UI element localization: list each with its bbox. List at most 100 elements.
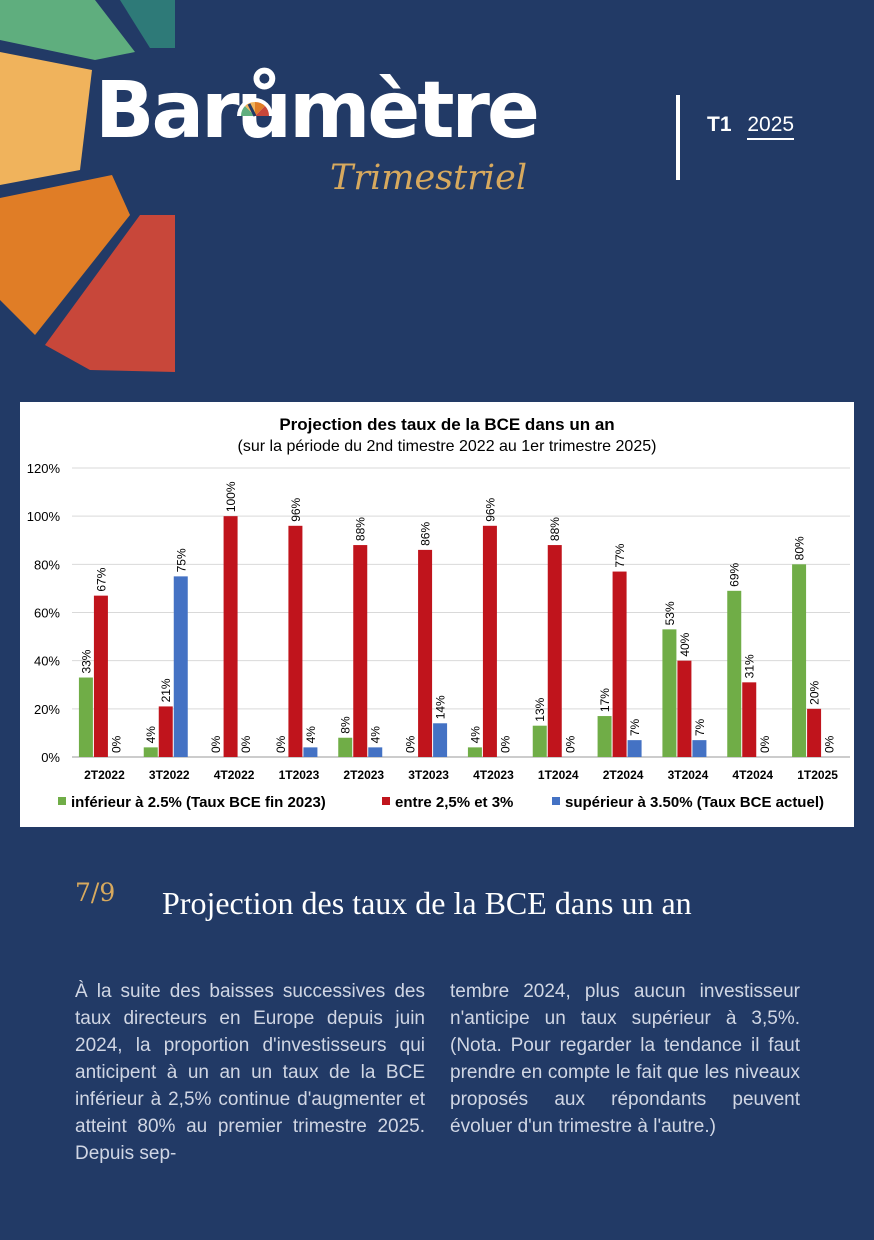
data-label: 0%: [274, 735, 288, 753]
bar: [727, 590, 742, 757]
data-label: 7%: [693, 718, 707, 736]
data-label: 33%: [79, 649, 93, 673]
y-tick-label: 0%: [41, 750, 60, 765]
x-tick-label: 2T2022: [84, 768, 125, 782]
bar: [288, 525, 303, 757]
legend-label: entre 2,5% et 3%: [395, 794, 513, 811]
x-tick-label: 4T2022: [214, 768, 255, 782]
bar: [692, 740, 707, 757]
legend-swatch: [382, 797, 390, 805]
data-label: 0%: [758, 735, 772, 753]
bar: [223, 516, 238, 757]
data-label: 0%: [404, 735, 418, 753]
data-label: 96%: [289, 497, 303, 521]
bar: [807, 708, 822, 757]
data-label: 0%: [109, 735, 123, 753]
y-tick-label: 20%: [34, 702, 60, 717]
y-tick-label: 100%: [27, 509, 61, 524]
bar: [303, 747, 318, 757]
bar: [482, 525, 497, 757]
chart-subtitle: (sur la période du 2nd timestre 2022 au …: [238, 438, 657, 455]
data-label: 77%: [613, 543, 627, 567]
data-label: 0%: [498, 735, 512, 753]
quarter-label: T1: [707, 113, 732, 136]
logo-word: Barůmètre: [95, 66, 540, 156]
x-tick-label: 2T2024: [603, 768, 644, 782]
data-label: 4%: [304, 726, 318, 744]
x-tick-label: 4T2024: [732, 768, 773, 782]
data-label: 88%: [548, 517, 562, 541]
year-label: 2025: [747, 113, 795, 140]
x-tick-label: 3T2024: [668, 768, 709, 782]
x-tick-label: 3T2022: [149, 768, 190, 782]
data-label: 4%: [144, 726, 158, 744]
data-label: 0%: [209, 735, 223, 753]
bar: [792, 564, 807, 757]
chart-svg: Projection des taux de la BCE dans un an…: [27, 415, 850, 811]
y-tick-label: 80%: [34, 557, 60, 572]
gauge-icon: [237, 98, 273, 117]
bar: [627, 740, 642, 757]
x-tick-label: 2T2023: [343, 768, 384, 782]
body-column-right: tembre 2024, plus aucun investisseur n'a…: [450, 981, 800, 1137]
y-tick-label: 120%: [27, 461, 61, 476]
bar: [93, 595, 108, 757]
bar: [433, 723, 448, 757]
data-label: 13%: [533, 697, 547, 721]
bar: [158, 706, 173, 757]
data-label: 96%: [483, 497, 497, 521]
data-label: 0%: [563, 735, 577, 753]
bar: [143, 747, 158, 757]
page-number: 7/9: [75, 878, 116, 907]
bar: [467, 747, 482, 757]
issue-label: T1 2025: [707, 113, 795, 140]
bar: [353, 545, 368, 757]
x-tick-label: 1T2023: [279, 768, 320, 782]
x-tick-label: 1T2025: [797, 768, 838, 782]
data-label: 14%: [434, 695, 448, 719]
logo-subtitle: Trimestriel: [330, 158, 528, 198]
bar: [597, 716, 612, 757]
data-label: 31%: [743, 654, 757, 678]
data-label: 88%: [354, 517, 368, 541]
x-tick-label: 3T2023: [408, 768, 449, 782]
data-label: 7%: [628, 718, 642, 736]
header-divider: [676, 95, 680, 180]
bar: [173, 576, 188, 757]
bar: [612, 571, 627, 757]
legend-swatch: [552, 797, 560, 805]
data-label: 0%: [239, 735, 253, 753]
bar: [742, 682, 757, 757]
bar: [78, 677, 93, 757]
ecb-rate-chart: Projection des taux de la BCE dans un an…: [20, 402, 854, 827]
data-label: 20%: [808, 680, 822, 704]
bar: [338, 737, 353, 757]
y-tick-label: 60%: [34, 606, 60, 621]
x-tick-label: 4T2023: [473, 768, 514, 782]
legend-label: inférieur à 2.5% (Taux BCE fin 2023): [71, 794, 326, 811]
data-label: 80%: [793, 536, 807, 560]
decorative-petals: [0, 0, 175, 372]
data-label: 40%: [678, 632, 692, 656]
y-tick-label: 40%: [34, 654, 60, 669]
legend-swatch: [58, 797, 66, 805]
data-label: 53%: [663, 601, 677, 625]
legend-label: supérieur à 3.50% (Taux BCE actuel): [565, 794, 824, 811]
section-title: Projection des taux de la BCE dans un an: [162, 885, 692, 921]
bar: [662, 629, 677, 757]
body-column-left: À la suite des baisses successives des t…: [75, 981, 425, 1164]
bar: [547, 545, 562, 757]
data-label: 17%: [598, 688, 612, 712]
data-label: 21%: [159, 678, 173, 702]
data-label: 75%: [174, 548, 188, 572]
data-label: 4%: [468, 726, 482, 744]
bar: [368, 747, 383, 757]
data-label: 0%: [823, 735, 837, 753]
data-label: 4%: [369, 726, 383, 744]
data-label: 86%: [419, 522, 433, 546]
data-label: 67%: [94, 567, 108, 591]
barometre-logo: Barůmètre Trimestriel: [95, 66, 540, 202]
data-label: 8%: [339, 716, 353, 734]
chart-title: Projection des taux de la BCE dans un an: [279, 415, 614, 434]
x-tick-label: 1T2024: [538, 768, 579, 782]
